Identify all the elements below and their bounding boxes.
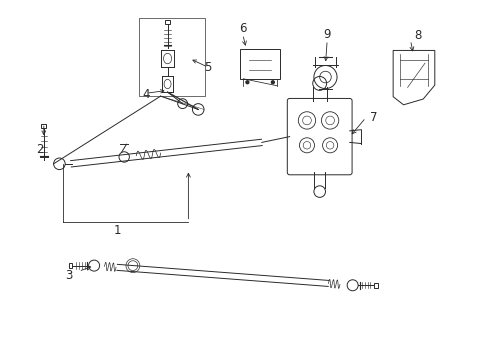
Circle shape <box>271 81 274 84</box>
Text: 4: 4 <box>142 88 150 101</box>
Text: 1: 1 <box>113 224 121 237</box>
Bar <box>139 18 205 96</box>
Text: 3: 3 <box>65 269 73 282</box>
Text: 7: 7 <box>369 111 376 124</box>
Text: 2: 2 <box>37 143 44 157</box>
Text: 9: 9 <box>323 28 330 41</box>
Text: 8: 8 <box>413 29 421 42</box>
Bar <box>240 49 279 79</box>
Text: 5: 5 <box>204 61 211 74</box>
Text: 6: 6 <box>239 22 246 35</box>
Circle shape <box>245 81 248 84</box>
